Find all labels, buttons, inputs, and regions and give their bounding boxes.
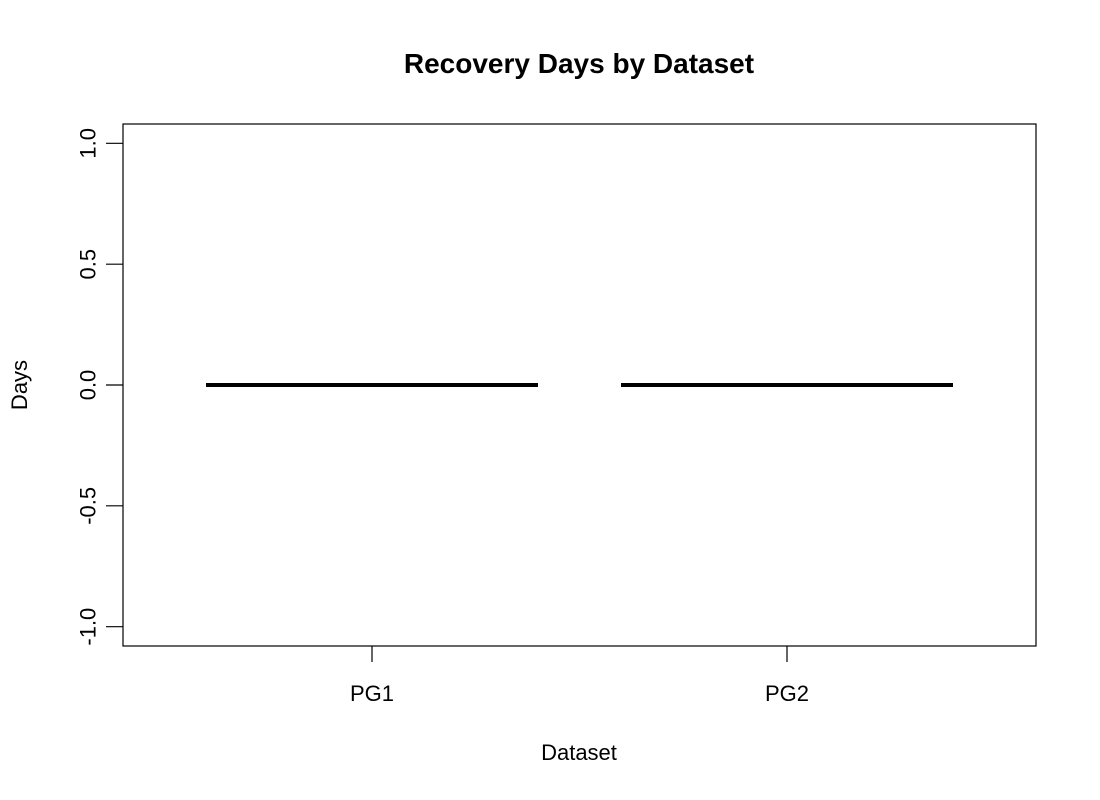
x-axis: PG1 PG2	[350, 646, 809, 706]
x-tick-label: PG1	[350, 681, 394, 706]
chart-title: Recovery Days by Dataset	[404, 48, 754, 79]
y-tick-label: 1.0	[76, 128, 101, 159]
x-tick-label: PG2	[765, 681, 809, 706]
y-tick-label: 0.0	[76, 370, 101, 401]
y-tick-label: 0.5	[76, 249, 101, 280]
y-tick-label: -0.5	[76, 487, 101, 525]
y-axis-label: Days	[7, 360, 32, 410]
y-axis: -1.0 -0.5 0.0 0.5 1.0	[76, 128, 123, 646]
x-axis-label: Dataset	[541, 740, 617, 765]
y-tick-label: -1.0	[76, 608, 101, 646]
